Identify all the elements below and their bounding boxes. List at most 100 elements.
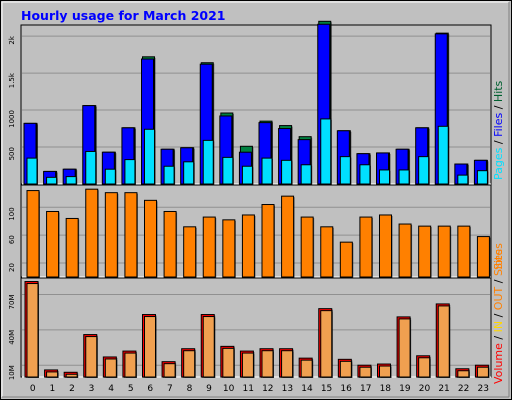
bar-sites	[339, 241, 353, 278]
bar-volume-out	[261, 350, 274, 378]
bar-sites	[163, 210, 177, 278]
x-tick-label: 6	[147, 384, 153, 394]
x-tick-label: 11	[242, 384, 253, 394]
bar-pages	[26, 157, 38, 185]
legend-text: Volume / IN / OUT / Sites	[492, 249, 505, 384]
y-tick-label: 10M	[8, 365, 16, 380]
x-tick-label: 7	[167, 384, 173, 394]
panel-volume: 10M 40M 70M Volume / IN / OUT / Sites	[8, 249, 505, 384]
y-tick-label: 60	[8, 235, 16, 244]
legend-item: /	[492, 332, 505, 343]
x-tick-label: 22	[458, 384, 469, 394]
bar-volume-out	[281, 350, 294, 378]
bar-pages	[281, 159, 293, 185]
x-tick-label: 3	[89, 384, 95, 394]
bar-sites	[241, 214, 255, 278]
y-tick-label: 100	[8, 207, 16, 220]
bar-volume-out	[457, 370, 470, 378]
bar-sites	[359, 216, 373, 278]
legend-item: OUT	[492, 286, 505, 310]
panel-sites-bars	[26, 188, 491, 278]
legend-item: IN	[492, 321, 505, 332]
y-tick-label: 40M	[8, 330, 16, 345]
panel-hits-bars	[23, 20, 489, 186]
bar-pages	[202, 139, 214, 185]
bar-sites	[144, 199, 157, 278]
bar-pages	[418, 156, 430, 185]
bar-pages	[379, 169, 390, 185]
x-tick-label: 20	[419, 384, 431, 394]
bar-sites	[26, 190, 40, 278]
legend-item: Hits	[492, 80, 505, 102]
bar-sites	[437, 225, 451, 278]
y-tick-label: 20	[8, 263, 16, 272]
bar-volume-out	[65, 373, 78, 378]
x-tick-label: 13	[282, 384, 293, 394]
bar-sites	[398, 223, 412, 278]
legend-item: Sites	[492, 249, 505, 276]
bar-sites	[124, 192, 138, 278]
x-tick-label: 17	[360, 384, 371, 394]
bar-volume-out	[241, 352, 254, 378]
bar-volume-out	[46, 371, 59, 378]
bar-pages	[163, 165, 175, 185]
panel-volume-bars	[24, 281, 490, 378]
bar-volume-out	[359, 366, 372, 378]
bar-volume-out	[222, 347, 235, 378]
panel-hits-gridlines	[22, 35, 490, 148]
bar-volume-out	[202, 316, 215, 378]
bar-sites	[202, 216, 216, 278]
bar-volume-out	[26, 283, 39, 378]
legend-item: Pages	[492, 147, 505, 180]
legend-item: Volume	[492, 343, 505, 384]
legend-item: /	[492, 102, 505, 113]
x-tick-label: 1	[50, 384, 56, 394]
bar-pages	[339, 156, 351, 185]
bar-pages	[104, 168, 116, 185]
bar-sites	[379, 214, 392, 278]
bar-sites	[261, 204, 275, 278]
bar-sites	[418, 225, 432, 278]
bar-pages	[124, 159, 136, 185]
x-tick-label: 23	[477, 384, 488, 394]
panel-volume-y-ticks: 10M 40M 70M	[8, 295, 16, 381]
bar-volume-out	[163, 363, 176, 378]
x-tick-label: 16	[340, 384, 352, 394]
bar-sites	[85, 188, 99, 278]
y-tick-label: 2k	[8, 35, 16, 44]
bar-sites	[457, 225, 471, 278]
x-tick-label: 19	[399, 384, 411, 394]
legend-item: Sites	[492, 243, 505, 270]
bar-volume-out	[85, 336, 98, 378]
bar-sites	[476, 236, 490, 278]
bar-pages	[222, 156, 234, 185]
legend-pages-files-hits: Pages / Files / Hits	[492, 80, 505, 180]
bar-pages	[476, 170, 488, 185]
bar-volume-out	[104, 358, 117, 378]
bar-volume-out	[339, 360, 352, 378]
y-tick-label: 1.5k	[8, 72, 16, 88]
bar-sites	[320, 226, 334, 278]
x-tick-label: 10	[223, 384, 235, 394]
bar-volume-out	[418, 357, 431, 378]
legend-item: /	[492, 137, 505, 148]
bar-pages	[46, 176, 58, 185]
x-tick-label: 9	[206, 384, 212, 394]
legend-item: /	[492, 276, 505, 287]
bar-pages	[183, 161, 195, 185]
bar-pages	[437, 125, 449, 185]
bar-pages	[65, 176, 77, 185]
bar-volume-out	[320, 310, 333, 378]
bar-sites	[300, 216, 314, 278]
legend-item: Files	[492, 113, 505, 137]
panel-hits-y-ticks: 500 1000 1.5k 2k	[8, 35, 16, 160]
legend-volume-in-out: Volume / IN / OUT / Sites	[492, 249, 505, 384]
x-axis-hour-labels: 0 1 2 3 4 5 6 7 8 9 10 11 12 13 14 15 16 17 18 19 20 21 22 23	[30, 384, 489, 394]
bar-pages	[85, 150, 97, 185]
legend-item: /	[492, 310, 505, 321]
bar-pages	[457, 174, 469, 185]
y-tick-label: 70M	[8, 295, 16, 310]
x-tick-label: 14	[301, 384, 313, 394]
bar-pages	[320, 118, 332, 185]
